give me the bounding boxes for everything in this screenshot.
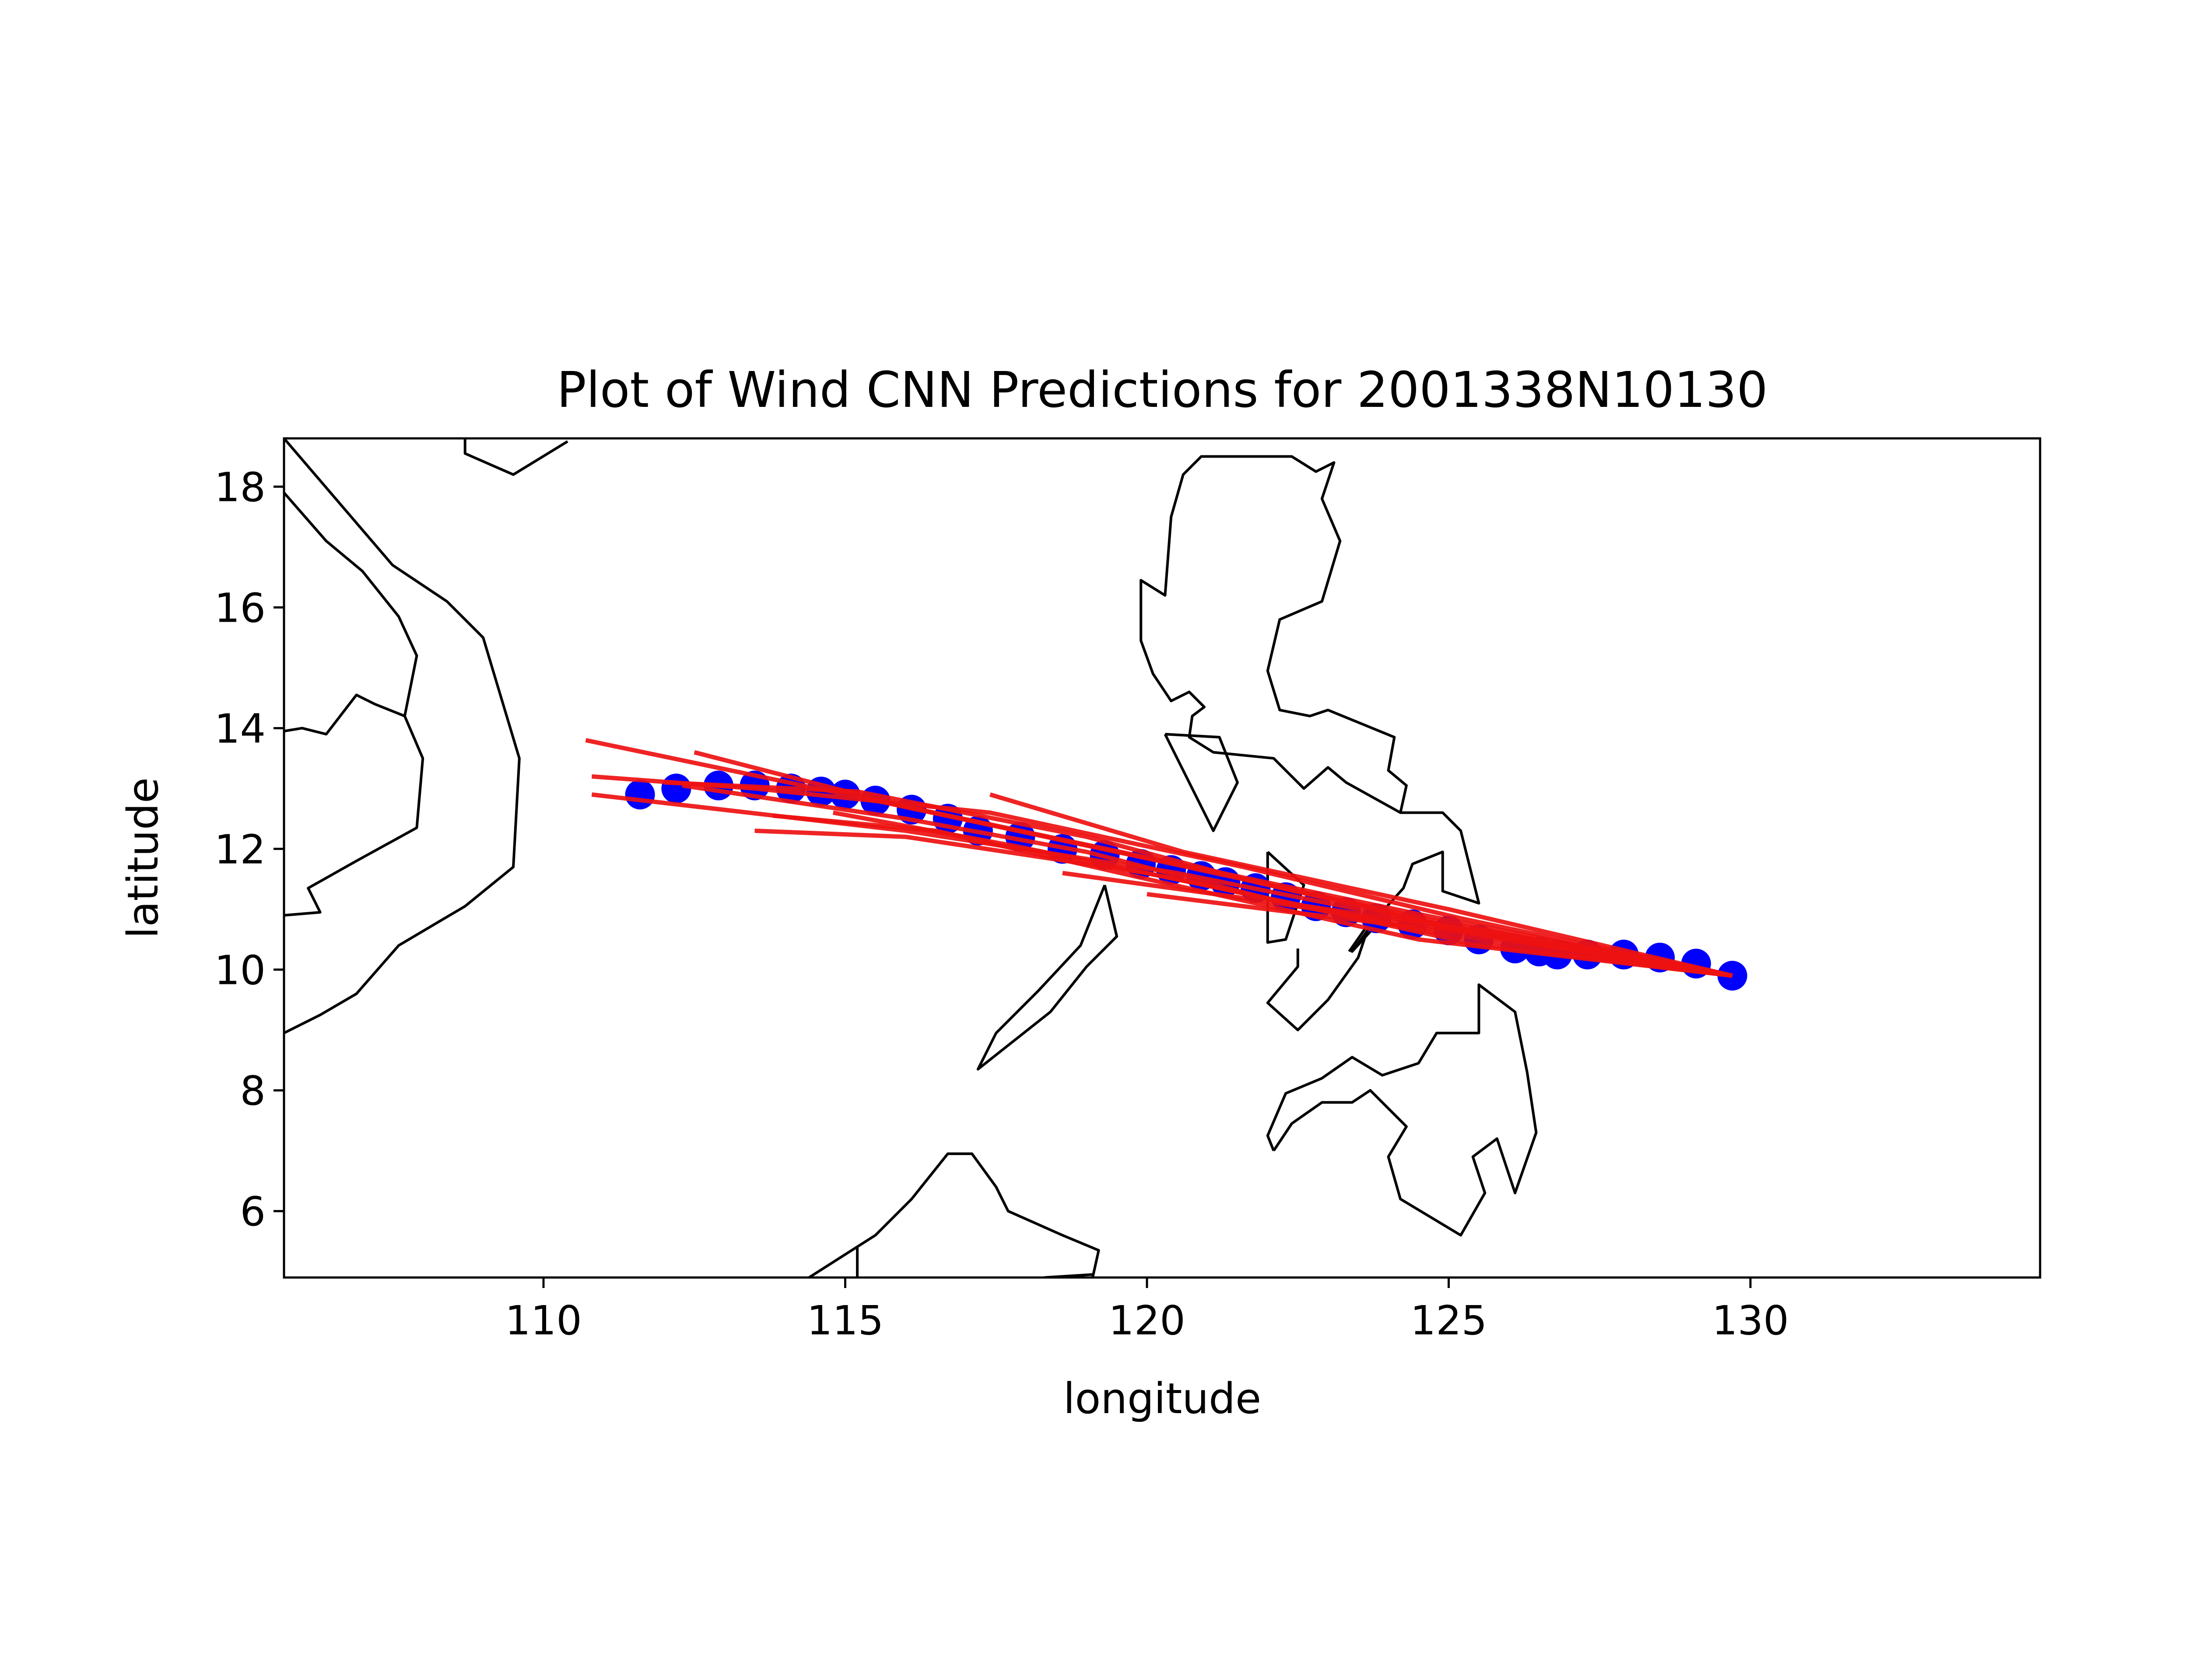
coastline-11 [808, 1152, 1100, 1278]
plot-frame [283, 437, 2041, 1279]
y-tick-label-18: 18 [214, 464, 266, 511]
x-tick-label-125: 125 [1410, 1297, 1487, 1344]
prediction-line-9 [664, 780, 1733, 978]
coastline-4 [1140, 455, 1408, 814]
prediction-line-8 [989, 792, 1733, 978]
x-tick-label-110: 110 [505, 1297, 582, 1344]
x-tick-label-130: 130 [1712, 1297, 1789, 1344]
coastline-1 [284, 715, 424, 917]
y-tick-label-16: 16 [214, 584, 266, 631]
chart-title: Plot of Wind CNN Predictions for 2001338… [557, 362, 1768, 419]
prediction-line-10 [682, 783, 1733, 978]
plot-area [284, 438, 1747, 1278]
track-point-0 [625, 780, 655, 810]
x-tick-label-120: 120 [1108, 1297, 1185, 1344]
coastline-10 [1266, 983, 1538, 1237]
coastline-2 [284, 438, 521, 1034]
y-axis-label: latitude [119, 777, 168, 938]
prediction-line-11 [832, 810, 1733, 978]
coastline-3 [463, 438, 568, 476]
y-tick-label-12: 12 [214, 826, 266, 873]
coastline-5 [1164, 733, 1239, 832]
y-tick-label-14: 14 [214, 705, 266, 752]
prediction-layer [585, 738, 1733, 978]
y-tick-label-10: 10 [214, 947, 266, 994]
y-axis-ticks: 6 8 10 12 14 16 18 [214, 464, 284, 1235]
y-tick-label-6: 6 [240, 1188, 266, 1235]
x-axis-ticks: 110 115 120 125 130 [505, 1278, 1789, 1344]
y-tick-label-8: 8 [240, 1068, 266, 1114]
coastline-9 [976, 884, 1119, 1071]
x-axis-label: longitude [1063, 1374, 1261, 1423]
track-point-1 [661, 774, 691, 804]
x-tick-label-115: 115 [807, 1297, 884, 1344]
